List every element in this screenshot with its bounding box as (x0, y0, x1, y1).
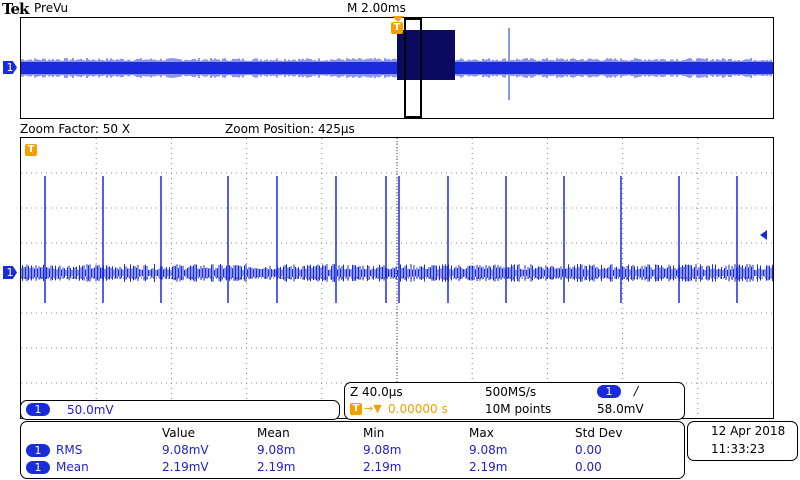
arrow-icon: →▼ (364, 402, 382, 415)
col-header: Max (469, 426, 494, 440)
measurement-name: RMS (56, 443, 83, 457)
record-length: 10M points (485, 402, 552, 416)
overview-trigger-marker[interactable]: T (391, 22, 403, 34)
cell: 2.19m (257, 460, 296, 474)
trigger-level-arrow-icon (760, 230, 767, 240)
trigger-position-icon: T (350, 403, 362, 415)
cell: 9.08mV (162, 443, 209, 457)
trigger-position: 0.00000 s (388, 402, 448, 416)
cell: 2.19m (363, 460, 402, 474)
tek-logo: Tek (2, 0, 29, 18)
measurement-row[interactable]: 1 Mean 2.19mV 2.19m 2.19m 2.19m 0.00 (21, 460, 681, 476)
col-header: Std Dev (575, 426, 623, 440)
sample-rate: 500MS/s (485, 385, 537, 399)
cell: 0.00 (575, 443, 602, 457)
rising-edge-icon: / (634, 384, 639, 398)
cell: 2.19m (469, 460, 508, 474)
channel-scale: 50.0mV (67, 403, 114, 417)
datetime-panel[interactable]: 12 Apr 2018 11:33:23 (687, 421, 798, 461)
channel-scale-panel[interactable]: 1 50.0mV (20, 400, 340, 420)
timebase-label: M 2.00ms (347, 1, 406, 15)
overview-channel-marker[interactable]: 1 (3, 61, 17, 74)
channel-badge: 1 (26, 461, 50, 474)
channel-badge: 1 (26, 403, 50, 416)
overview-display[interactable] (20, 17, 774, 119)
zoom-position: Zoom Position: 425µs (225, 122, 355, 136)
channel-badge: 1 (26, 444, 50, 457)
zoom-display[interactable] (20, 137, 774, 419)
zoom-trigger-marker[interactable]: T (25, 144, 37, 156)
measurement-row[interactable]: 1 RMS 9.08mV 9.08m 9.08m 9.08m 0.00 (21, 443, 681, 459)
trigger-position-arrow-icon (392, 16, 404, 22)
cell: 2.19mV (162, 460, 209, 474)
mode-label: PreVu (34, 1, 69, 15)
cell: 9.08m (469, 443, 508, 457)
zoom-channel-marker[interactable]: 1 (3, 266, 17, 279)
time: 11:33:23 (711, 442, 765, 456)
col-header: Value (162, 426, 195, 440)
trigger-level: 58.0mV (597, 402, 644, 416)
measurements-panel[interactable]: Value Mean Min Max Std Dev 1 RMS 9.08mV … (20, 421, 685, 479)
col-header: Mean (257, 426, 290, 440)
zoom-factor: Zoom Factor: 50 X (20, 122, 131, 136)
cell: 9.08m (257, 443, 296, 457)
col-header: Min (363, 426, 385, 440)
overview-waveform (21, 28, 773, 100)
overview-burst (397, 30, 455, 80)
cell: 9.08m (363, 443, 402, 457)
zoom-window-box[interactable] (404, 18, 422, 118)
date: 12 Apr 2018 (711, 424, 786, 438)
zoom-waveform (21, 138, 773, 418)
measurement-name: Mean (56, 460, 89, 474)
zoom-timescale: Z 40.0µs (350, 385, 403, 399)
trigger-channel-badge: 1 (597, 385, 621, 398)
cell: 0.00 (575, 460, 602, 474)
acquisition-panel[interactable]: Z 40.0µs 500MS/s 1 / T →▼ 0.00000 s 10M … (344, 382, 685, 420)
